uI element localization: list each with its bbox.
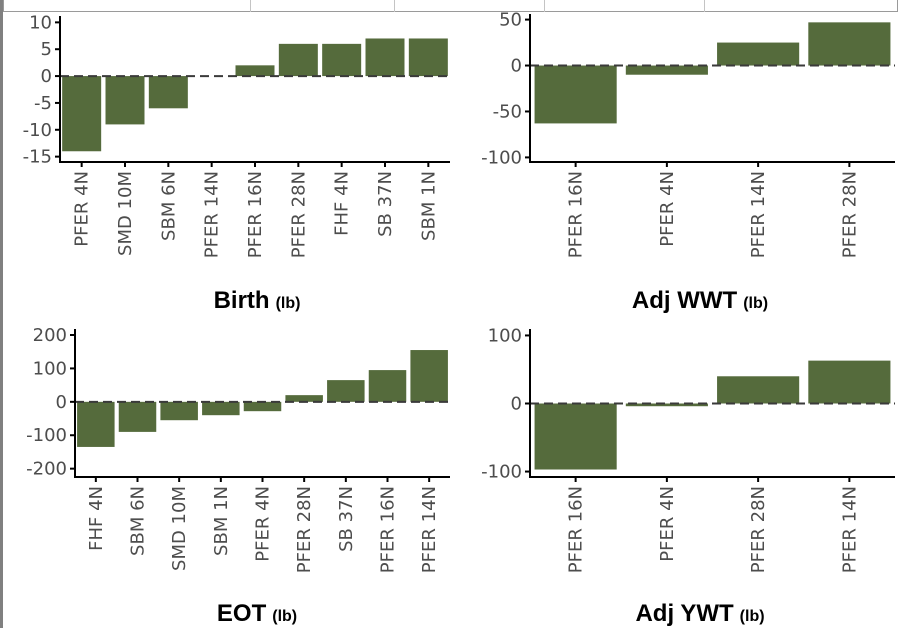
- eot-bar: [160, 401, 198, 421]
- left-frame-border: [0, 0, 3, 628]
- eot-chart-marks: 200 100 0 -100 -200 FHF 4N SBM 6N SMD 10M SBM 1N…: [26, 325, 450, 573]
- adj-ywt-y-tick-label: 100: [488, 325, 522, 346]
- birth-bar: [365, 38, 405, 77]
- eot-bar: [285, 395, 323, 402]
- table-divider: [704, 0, 705, 12]
- eot-bar: [243, 401, 282, 412]
- eot-bar: [327, 380, 365, 402]
- eot-chart-unit: (lb): [272, 608, 297, 625]
- eot-y-tick-label: 200: [33, 325, 67, 346]
- birth-bar: [278, 43, 318, 77]
- adj-wwt-chart-panel: 50 0 -50 -100 PFER 16N PFER 4N PFER 14N PFER 28…: [481, 10, 895, 314]
- adj-ywt-chart-marks: 100 0 -100 PFER 16N PFER 4N PFER 28N PFER 14N: [481, 325, 895, 573]
- adj-wwt-category-label: PFER 28N: [839, 171, 860, 258]
- adj-ywt-y-tick-label: -100: [481, 462, 522, 483]
- eot-chart-panel: 200 100 0 -100 -200 FHF 4N SBM 6N SMD 10M SBM 1N…: [26, 325, 450, 627]
- birth-chart-unit: (lb): [276, 295, 301, 312]
- table-divider: [394, 0, 395, 12]
- adj-wwt-category-label: PFER 14N: [748, 171, 769, 258]
- adj-wwt-chart-marks: 50 0 -50 -100 PFER 16N PFER 4N PFER 14N PFER 28…: [481, 10, 895, 258]
- adj-wwt-bar: [625, 65, 708, 75]
- birth-y-tick-label: 5: [41, 39, 52, 60]
- adj-ywt-chart-title: Adj YWT: [635, 600, 734, 627]
- birth-bar: [408, 38, 448, 77]
- birth-category-label: PFER 4N: [72, 171, 93, 247]
- adj-ywt-category-label: PFER 28N: [748, 486, 769, 573]
- birth-y-tick-label: -10: [23, 120, 52, 141]
- table-divider: [250, 0, 251, 12]
- eot-category-label: SB 37N: [336, 486, 357, 552]
- top-table-strip: [3, 0, 898, 12]
- birth-chart-title: Birth: [214, 287, 270, 314]
- birth-category-label: PFER 28N: [288, 171, 309, 258]
- eot-category-label: SBM 1N: [211, 486, 232, 556]
- eot-y-tick-label: 100: [33, 358, 67, 379]
- eot-bar: [202, 401, 240, 416]
- adj-wwt-y-tick-label: 50: [499, 10, 522, 31]
- table-divider: [544, 0, 545, 12]
- birth-category-label: FHF 4N: [332, 171, 353, 236]
- adj-ywt-y-tick-label: 0: [511, 394, 522, 415]
- birth-y-tick-label: 0: [41, 66, 52, 87]
- adj-wwt-chart-unit: (lb): [743, 295, 768, 312]
- adj-ywt-bar: [534, 403, 617, 470]
- adj-ywt-bar: [625, 403, 708, 407]
- eot-chart-title: EOT: [217, 600, 267, 627]
- birth-category-label: PFER 16N: [245, 171, 266, 258]
- birth-category-label: SB 37N: [375, 171, 396, 237]
- adj-wwt-bar: [717, 42, 800, 66]
- birth-category-label: SBM 1N: [418, 171, 439, 241]
- birth-bar: [148, 76, 188, 109]
- adj-ywt-category-label: PFER 14N: [839, 486, 860, 573]
- eot-bar: [410, 350, 448, 402]
- birth-bar: [235, 65, 275, 77]
- birth-bar: [62, 76, 102, 152]
- adj-wwt-category-label: PFER 4N: [657, 171, 678, 247]
- eot-category-label: FHF 4N: [86, 486, 107, 551]
- birth-y-tick-label: -15: [23, 147, 52, 168]
- eot-y-tick-label: -100: [26, 425, 67, 446]
- eot-category-label: SBM 6N: [128, 486, 149, 556]
- adj-ywt-bar: [717, 376, 800, 404]
- birth-bar: [322, 43, 362, 77]
- eot-bar: [118, 401, 157, 432]
- eot-bar: [77, 401, 115, 447]
- adj-ywt-category-label: PFER 16N: [566, 486, 587, 573]
- adj-wwt-bar: [534, 65, 617, 124]
- adj-ywt-bar: [808, 360, 891, 404]
- birth-category-label: SMD 10M: [115, 171, 136, 256]
- eot-category-label: PFER 14N: [419, 486, 440, 573]
- adj-wwt-y-tick-label: 0: [511, 56, 522, 77]
- eot-y-tick-label: -200: [26, 459, 67, 480]
- eot-category-label: PFER 4N: [253, 486, 274, 562]
- birth-category-label: PFER 14N: [202, 171, 223, 258]
- adj-wwt-chart-title: Adj WWT: [632, 287, 738, 314]
- birth-chart-panel: 10 5 0 -5 -10 -15 PFER 4N SMD 10M SBM 6N PFER 14N…: [23, 12, 450, 314]
- eot-y-tick-label: 0: [56, 392, 67, 413]
- adj-wwt-category-label: PFER 16N: [566, 171, 587, 258]
- eot-category-label: PFER 28N: [294, 486, 315, 573]
- birth-bar: [105, 76, 145, 125]
- birth-category-label: SBM 6N: [158, 171, 179, 241]
- eot-category-label: SMD 10M: [169, 486, 190, 571]
- adj-ywt-chart-unit: (lb): [740, 608, 765, 625]
- adj-ywt-category-label: PFER 4N: [657, 486, 678, 562]
- eot-category-label: PFER 16N: [378, 486, 399, 573]
- birth-y-tick-label: -5: [34, 93, 52, 114]
- adj-wwt-bar: [808, 22, 891, 66]
- adj-wwt-y-tick-label: -100: [481, 147, 522, 168]
- birth-chart-marks: 10 5 0 -5 -10 -15 PFER 4N SMD 10M SBM 6N PFER 14N…: [23, 12, 450, 258]
- eot-bar: [368, 370, 407, 402]
- adj-wwt-y-tick-label: -50: [493, 101, 522, 122]
- birth-y-tick-label: 10: [29, 12, 52, 33]
